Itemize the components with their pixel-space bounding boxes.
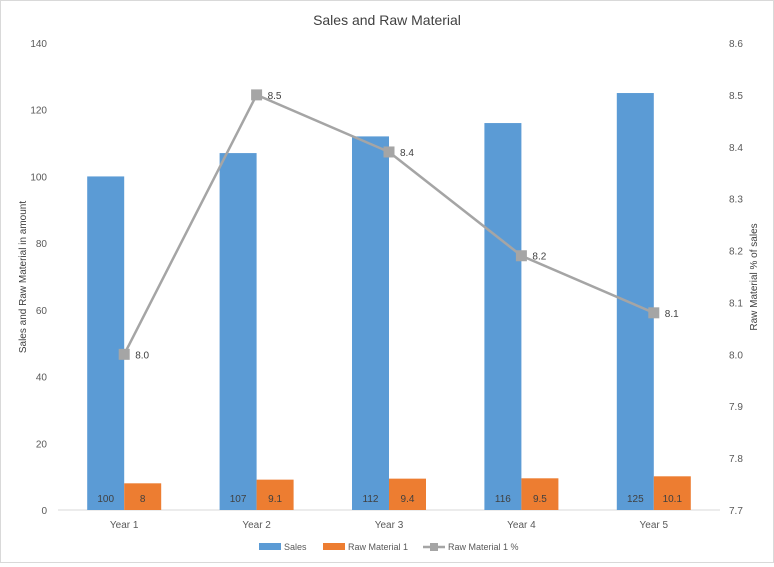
raw-material-data-label: 9.4 [401,494,415,505]
sales-data-label: 100 [97,494,114,505]
y2-tick-label: 7.7 [729,506,743,517]
legend-swatch [323,543,345,550]
raw-material-bar [389,478,426,510]
y-tick-label: 60 [36,306,48,317]
y-tick-label: 20 [36,439,48,450]
x-tick-label: Year 4 [507,520,536,531]
sales-data-label: 125 [627,494,644,505]
x-tick-label: Year 3 [375,520,404,531]
raw-material-pct-marker [251,89,263,101]
raw-material-bar [256,479,294,510]
legend: Sales Raw Material 1 Raw Material 1 % [259,542,519,552]
raw-material-pct-data-label: 8.1 [665,309,679,320]
sales-bar [352,136,389,510]
raw-material-pct-data-label: 8.2 [532,252,546,263]
sales-bar [484,123,522,511]
x-tick-label: Year 2 [242,520,271,531]
raw-material-pct-data-label: 8.4 [400,148,414,159]
y2-tick-label: 8.3 [729,195,743,206]
sales-bar [219,153,257,511]
raw-material-pct-data-label: 8.0 [135,350,149,361]
y2-axis-title: Raw Material % of sales [749,223,760,330]
sales-data-label: 112 [363,494,379,505]
raw-material-bar [521,478,559,510]
plot-area: 0 20 40 60 80 100 120 140 7.7 7.8 7.9 8.0 8.1 8.2 8.3 8… [30,39,743,531]
legend-swatch [259,543,281,550]
y2-tick-label: 8.1 [729,298,743,309]
y2-tick-label: 8.6 [729,39,743,50]
raw-material-pct-marker [118,348,130,360]
sales-data-label: 116 [495,494,511,505]
sales-data-label: 107 [230,494,247,505]
y2-tick-label: 8.0 [729,350,743,361]
y2-tick-label: 7.9 [729,402,743,413]
y2-tick-label: 7.8 [729,454,743,465]
y-tick-label: 80 [36,239,48,250]
chart-title: Sales and Raw Material [313,12,461,28]
x-tick-label: Year 5 [640,520,669,531]
y-tick-label: 100 [30,172,47,183]
raw-material-pct-marker [383,146,395,158]
sales-bar [87,176,125,510]
y-tick-label: 40 [36,373,48,384]
y-tick-label: 0 [41,506,47,517]
legend-label: Sales [284,542,307,552]
y2-tick-label: 8.2 [729,247,743,258]
raw-material-bar [124,483,162,510]
raw-material-pct-data-label: 8.5 [268,91,282,102]
raw-material-data-label: 9.5 [533,494,547,505]
sales-bar [616,93,654,511]
y2-tick-label: 8.4 [729,143,743,154]
y-tick-label: 120 [30,106,47,117]
y-tick-label: 140 [30,39,47,50]
raw-material-pct-marker [648,307,660,319]
x-tick-label: Year 1 [110,520,139,531]
raw-material-pct-marker [515,250,527,262]
raw-material-data-label: 9.1 [268,494,282,505]
raw-material-data-label: 8 [140,494,146,505]
raw-material-data-label: 10.1 [663,494,683,505]
legend-swatch-marker [430,543,438,551]
y-axis-title: Sales and Raw Material in amount [18,201,29,354]
legend-label: Raw Material 1 [348,542,408,552]
raw-material-bar [653,476,691,510]
y2-tick-label: 8.5 [729,91,743,102]
legend-label: Raw Material 1 % [448,542,519,552]
